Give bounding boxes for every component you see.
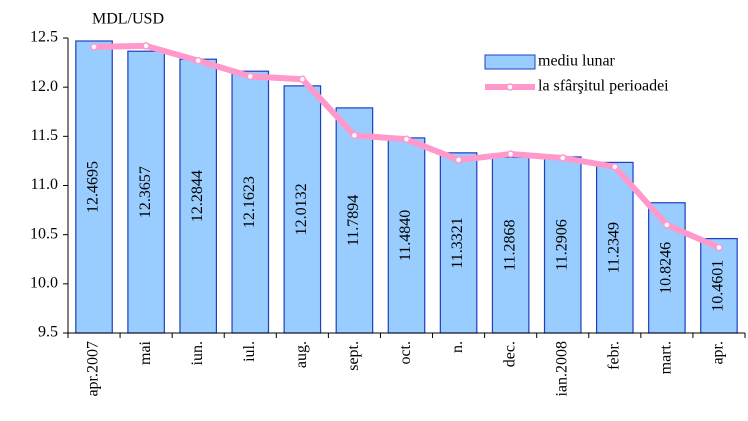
value-label: 11.4840: [397, 210, 414, 261]
x-tick-label: aug.: [293, 341, 310, 368]
value-label: 11.2868: [501, 219, 518, 270]
x-tick-label: ian.2008: [553, 341, 570, 397]
line-marker: [142, 42, 150, 50]
bar: [127, 50, 165, 334]
line-marker: [246, 72, 255, 81]
value-label: 12.2844: [189, 170, 206, 222]
y-tick-label: 12.0: [30, 78, 58, 95]
value-label: 11.7894: [345, 195, 362, 246]
y-tick-label: 12.5: [30, 29, 58, 46]
x-tick-label: sept.: [345, 341, 362, 371]
bar: [335, 107, 374, 334]
y-tick-label: 9.5: [38, 324, 58, 341]
value-label: 12.1623: [241, 176, 258, 228]
bar: [700, 237, 738, 334]
x-tick-label: iun.: [189, 341, 206, 365]
x-tick-label: oct.: [397, 341, 414, 365]
line-marker: [90, 43, 98, 51]
legend-swatch: [484, 54, 536, 70]
bar: [387, 137, 426, 334]
y-tick-label: 11.5: [31, 127, 58, 144]
line-marker: [194, 56, 202, 65]
line-marker: [454, 156, 463, 164]
x-tick-label: n.: [449, 341, 466, 353]
line-marker: [506, 150, 515, 158]
y-tick-label: 10.0: [30, 275, 58, 292]
x-tick-label: dec.: [501, 341, 518, 367]
x-tick-label: iul.: [241, 341, 258, 362]
bar: [231, 70, 270, 334]
value-label: 12.0132: [293, 183, 310, 235]
x-tick-label: febr.: [605, 341, 622, 370]
value-label: 12.3657: [137, 166, 154, 218]
bar: [543, 156, 582, 334]
line-marker: [558, 154, 567, 162]
legend-marker: [506, 83, 514, 91]
line-marker: [715, 243, 723, 252]
line-marker: [611, 163, 619, 171]
line-marker: [298, 75, 307, 84]
x-tick-label: mart.: [658, 341, 675, 374]
line-marker: [350, 131, 359, 140]
bar: [439, 152, 478, 334]
value-label: 12.4695: [85, 161, 102, 213]
value-label: 11.3321: [449, 217, 466, 268]
legend-label: la sfârşitul perioadei: [538, 78, 669, 95]
value-label: 11.2906: [553, 219, 570, 270]
line-marker: [402, 135, 411, 144]
bar: [283, 85, 322, 334]
line-marker: [663, 221, 671, 229]
x-tick-label: mai: [137, 340, 154, 365]
legend-label: mediu lunar: [538, 53, 616, 70]
value-label: 11.2349: [605, 222, 622, 273]
value-label: 10.8246: [658, 242, 675, 294]
bar: [179, 58, 218, 334]
y-tick-label: 10.5: [30, 225, 58, 242]
y-axis-title: MDL/USD: [92, 11, 164, 28]
value-label: 10.4601: [710, 260, 727, 312]
x-tick-label: apr.: [710, 341, 727, 365]
bar: [595, 161, 634, 334]
x-tick-label: apr.2007: [85, 341, 102, 397]
y-tick-label: 11.0: [31, 176, 58, 193]
